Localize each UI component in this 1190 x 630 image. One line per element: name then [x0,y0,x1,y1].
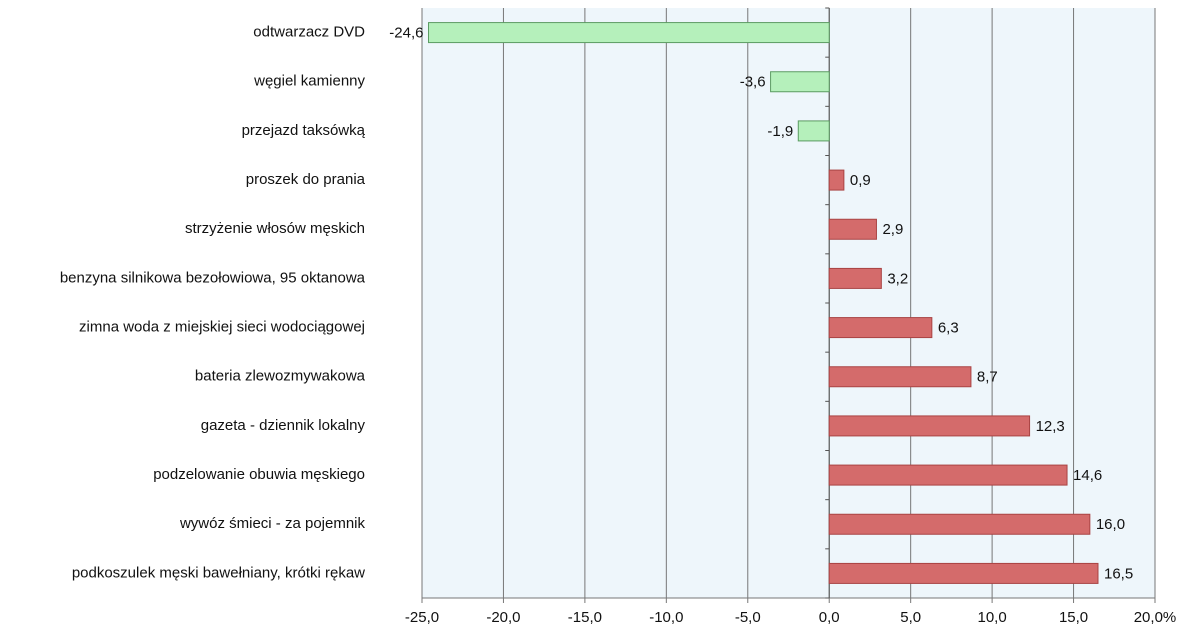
value-label: 2,9 [882,221,903,238]
y-tick-label: gazeta - dziennik lokalny [201,417,366,434]
bar [828,218,877,240]
y-tick-label: podzelowanie obuwia męskiego [153,466,365,483]
bar [797,120,830,142]
x-tick-label: -15,0 [568,609,602,626]
y-tick-label: przejazd taksówką [242,122,366,139]
bar [828,317,933,339]
bar [828,267,882,289]
value-label: 8,7 [977,369,998,386]
bar [828,513,1091,535]
bar [428,22,830,44]
value-label: 12,3 [1036,418,1065,435]
x-tick-label: -5,0 [735,609,761,626]
value-label: 0,9 [850,172,871,189]
y-tick-label: podkoszulek męski bawełniany, krótki ręk… [72,564,365,581]
y-tick-label: odtwarzacz DVD [253,24,365,41]
value-label: 16,0 [1096,516,1125,533]
x-tick-label: 20,0% [1134,609,1177,626]
y-tick-label: proszek do prania [246,171,366,188]
bar [828,169,845,191]
x-tick-label: -10,0 [649,609,683,626]
bar [828,366,972,388]
value-label: 14,6 [1073,467,1102,484]
plot-area [422,8,1155,598]
bar [828,415,1031,437]
x-tick-label: 5,0 [900,609,921,626]
value-label: -1,9 [767,123,793,140]
value-label: -24,6 [389,25,423,42]
value-label: 6,3 [938,320,959,337]
y-tick-label: wywóz śmieci - za pojemnik [179,515,366,532]
x-tick-label: 15,0 [1059,609,1088,626]
bar [770,71,830,93]
x-tick-label: -25,0 [405,609,439,626]
bar [828,464,1068,486]
x-tick-label: 10,0 [978,609,1007,626]
x-tick-label: 0,0 [819,609,840,626]
bar [828,562,1099,584]
y-tick-label: węgiel kamienny [253,73,365,90]
y-tick-label: zimna woda z miejskiej sieci wodociągowe… [79,319,365,336]
y-tick-label: benzyna silnikowa bezołowiowa, 95 oktano… [60,269,366,286]
value-label: 3,2 [887,270,908,287]
x-tick-label: -20,0 [486,609,520,626]
y-tick-label: bateria zlewozmywakowa [195,368,366,385]
value-label: -3,6 [740,74,766,91]
value-label: 16,5 [1104,565,1133,582]
y-tick-label: strzyżenie włosów męskich [185,220,365,237]
